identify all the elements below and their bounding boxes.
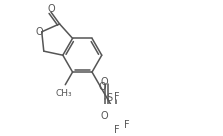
Text: F: F	[114, 92, 120, 102]
Text: O: O	[98, 81, 106, 92]
Text: O: O	[36, 27, 43, 37]
Text: S: S	[107, 93, 113, 103]
Text: F: F	[114, 125, 120, 135]
Text: O: O	[47, 4, 55, 14]
Text: CH₃: CH₃	[56, 89, 73, 98]
Text: F: F	[124, 120, 129, 130]
Text: O: O	[100, 77, 108, 87]
Text: O: O	[100, 111, 108, 121]
